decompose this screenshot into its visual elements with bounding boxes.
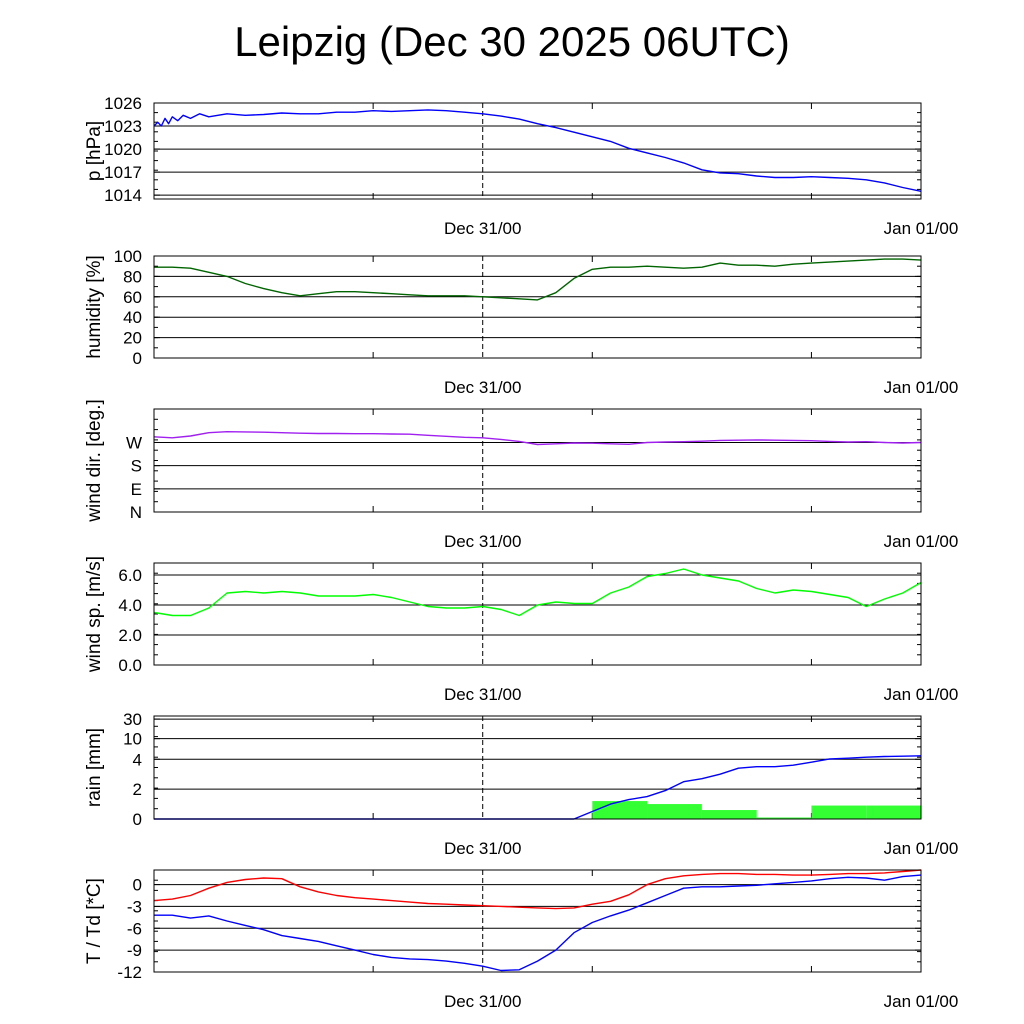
humidity-ytick-label: 80 bbox=[123, 267, 142, 286]
rain-ytick-label: 4 bbox=[133, 750, 142, 769]
rain-series-accumulated-rain bbox=[154, 755, 922, 820]
humidity-frame bbox=[153, 255, 922, 359]
wind_direction-frame bbox=[153, 408, 922, 513]
humidity-ylabel: humidity [%] bbox=[84, 255, 105, 358]
wind_direction-ytick-label: N bbox=[130, 503, 142, 522]
humidity-ytick-label: 40 bbox=[123, 308, 142, 327]
rain-ytick-label: 2 bbox=[133, 780, 142, 799]
panel-temperature: 0 -3 -6 -9 -12 Dec 31/00 Jan 01/00 T / Td [*C] bbox=[84, 869, 959, 1011]
wind_speed-ylabel: wind sp. [m/s] bbox=[84, 556, 105, 673]
wind_speed-xtick-label: Jan 01/00 bbox=[884, 685, 959, 704]
rain-xtick-label: Dec 31/00 bbox=[444, 839, 522, 858]
rain-bar bbox=[592, 801, 648, 819]
temperature-ytick-label: -9 bbox=[127, 941, 142, 960]
pressure-ytick-label: 1020 bbox=[104, 140, 142, 159]
wind_speed-series-wind-speed bbox=[153, 568, 922, 617]
page-title: Leipzig (Dec 30 2025 06UTC) bbox=[234, 18, 790, 65]
temperature-ytick-label: -6 bbox=[127, 919, 142, 938]
wind_speed-ytick-label: 4.0 bbox=[118, 596, 142, 615]
panel-wind_speed: 6.0 4.0 2.0 0.0 Dec 31/00 Jan 01/00 wind sp. [… bbox=[84, 556, 958, 704]
pressure-ylabel: p [hPa] bbox=[84, 121, 105, 181]
humidity-xtick-label: Dec 31/00 bbox=[444, 378, 522, 397]
humidity-xtick-label: Jan 01/00 bbox=[884, 378, 959, 397]
pressure-xtick-label: Jan 01/00 bbox=[884, 219, 959, 238]
rain-ylabel: rain [mm] bbox=[84, 728, 105, 807]
wind_speed-frame bbox=[153, 562, 922, 666]
rain-ytick-label: 0 bbox=[133, 810, 142, 829]
wind_speed-ytick-label: 6.0 bbox=[118, 566, 142, 585]
pressure-ytick-label: 1017 bbox=[104, 163, 142, 182]
temperature-ytick-label: -3 bbox=[127, 897, 142, 916]
panel-pressure: 1026 1023 1020 1017 1014 Dec 31/00 Jan 01/00 p … bbox=[84, 94, 958, 238]
pressure-xtick-label: Dec 31/00 bbox=[444, 219, 522, 238]
wind_speed-xtick-label: Dec 31/00 bbox=[444, 685, 522, 704]
temperature-xtick-label: Jan 01/00 bbox=[884, 992, 959, 1011]
wind_direction-ytick-label: S bbox=[131, 457, 142, 476]
wind_direction-series-wind-direction bbox=[153, 431, 922, 446]
rain-xtick-label: Jan 01/00 bbox=[884, 839, 959, 858]
rain-bar bbox=[866, 805, 921, 819]
humidity-series-humidity bbox=[154, 258, 922, 301]
humidity-ytick-label: 20 bbox=[123, 329, 142, 348]
temperature-frame bbox=[153, 869, 922, 973]
rain-frame bbox=[153, 715, 922, 820]
temperature-ylabel: T / Td [*C] bbox=[84, 878, 105, 964]
temperature-series-t bbox=[153, 869, 922, 910]
rain-ytick-label: 10 bbox=[123, 730, 142, 749]
rain-bar bbox=[756, 817, 812, 819]
humidity-ytick-label: 100 bbox=[114, 247, 142, 266]
pressure-series-pressure bbox=[153, 109, 922, 192]
rain-bar bbox=[811, 805, 867, 819]
temperature-xtick-label: Dec 31/00 bbox=[444, 992, 522, 1011]
wind_direction-xtick-label: Jan 01/00 bbox=[884, 532, 959, 551]
wind_direction-ylabel: wind dir. [deg.] bbox=[84, 399, 105, 523]
temperature-ytick-label: -12 bbox=[117, 963, 142, 982]
temperature-ytick-label: 0 bbox=[133, 876, 142, 895]
wind_direction-ytick-label: W bbox=[126, 433, 142, 452]
wind_speed-ytick-label: 2.0 bbox=[118, 626, 142, 645]
pressure-ytick-label: 1023 bbox=[104, 117, 142, 136]
rain-bar bbox=[701, 810, 757, 819]
rain-bar bbox=[647, 804, 702, 819]
pressure-frame bbox=[153, 102, 922, 200]
pressure-ytick-label: 1026 bbox=[104, 94, 142, 113]
wind_direction-xtick-label: Dec 31/00 bbox=[444, 532, 522, 551]
wind_speed-ytick-label: 0.0 bbox=[118, 656, 142, 675]
wind_direction-ytick-label: E bbox=[131, 480, 142, 499]
humidity-ytick-label: 60 bbox=[123, 288, 142, 307]
temperature-series-td bbox=[154, 874, 922, 972]
pressure-ytick-label: 1014 bbox=[104, 186, 142, 205]
humidity-ytick-label: 0 bbox=[133, 349, 142, 368]
rain-ytick-label: 30 bbox=[123, 710, 142, 729]
